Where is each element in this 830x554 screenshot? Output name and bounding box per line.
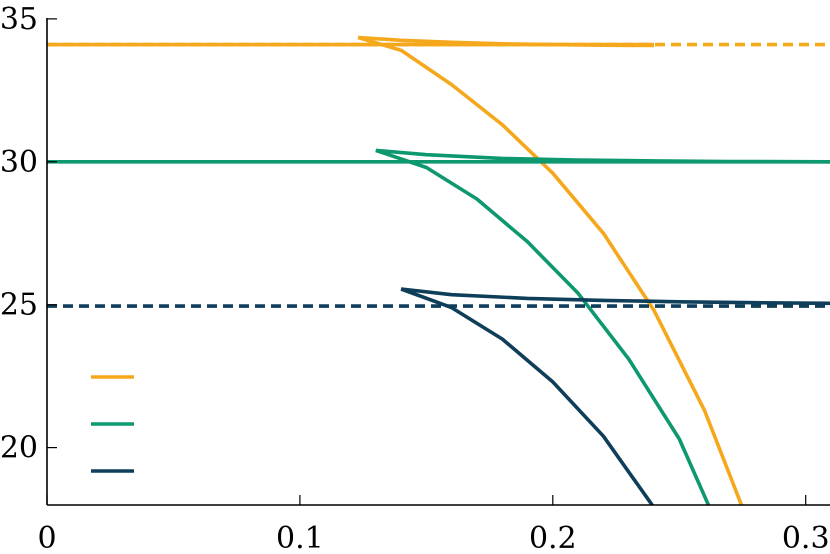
y-tick-label: 35 (0, 2, 38, 37)
series-line-9 (400, 287, 655, 505)
series-line-3 (357, 35, 744, 505)
series-line-8 (400, 287, 830, 306)
y-tick-label: 30 (0, 145, 38, 180)
series-line-2 (357, 35, 655, 48)
series-line-6 (375, 148, 711, 505)
x-tick-label: 0 (37, 521, 56, 554)
series-line-5 (375, 148, 830, 164)
x-tick-label: 0.2 (529, 521, 577, 554)
series-group (47, 35, 830, 505)
axes (46, 18, 830, 506)
x-tick-label: 0.3 (782, 521, 830, 554)
y-tick-label: 25 (0, 288, 38, 323)
x-tick-label: 0.1 (276, 521, 324, 554)
legend (91, 375, 134, 473)
y-tick-label: 20 (0, 431, 38, 466)
